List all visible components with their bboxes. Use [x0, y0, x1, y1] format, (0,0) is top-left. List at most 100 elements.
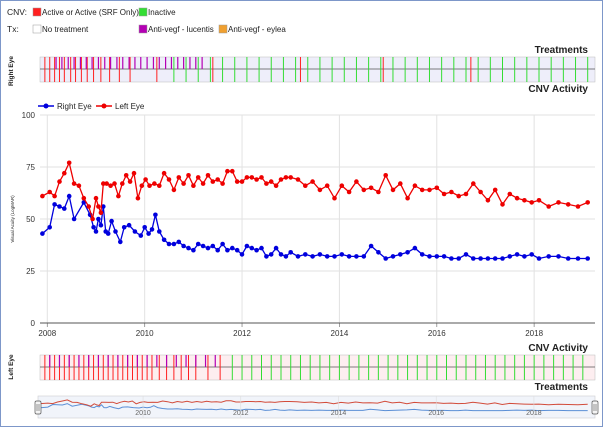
right-eye-data-point[interactable] — [449, 256, 454, 261]
left-eye-data-point[interactable] — [546, 204, 551, 209]
right-eye-data-point[interactable] — [91, 225, 96, 230]
right-eye-data-point[interactable] — [427, 254, 432, 259]
left-eye-data-point[interactable] — [225, 168, 230, 174]
right-eye-data-point[interactable] — [259, 245, 264, 251]
right-eye-data-point[interactable] — [249, 245, 255, 251]
right-eye-data-point[interactable] — [288, 250, 294, 255]
right-eye-data-point[interactable] — [109, 218, 114, 224]
right-eye-data-point[interactable] — [471, 256, 476, 261]
right-eye-data-point[interactable] — [146, 231, 151, 236]
right-eye-data-point[interactable] — [361, 254, 367, 259]
right-eye-data-point[interactable] — [132, 229, 138, 234]
left-eye-data-point[interactable] — [220, 181, 225, 186]
right-eye-data-point[interactable] — [47, 225, 52, 230]
left-eye-data-point[interactable] — [383, 173, 389, 178]
left-eye-data-point[interactable] — [303, 183, 308, 188]
left-eye-data-point[interactable] — [456, 193, 462, 199]
right-eye-data-point[interactable] — [171, 241, 177, 247]
left-eye-data-point[interactable] — [93, 195, 99, 201]
right-eye-data-point[interactable] — [585, 256, 590, 261]
right-eye-data-point[interactable] — [339, 252, 345, 257]
right-eye-data-point[interactable] — [434, 254, 440, 259]
left-eye-data-point[interactable] — [249, 175, 255, 180]
left-eye-data-point[interactable] — [157, 183, 162, 188]
right-eye-data-point[interactable] — [126, 222, 132, 228]
right-eye-data-point[interactable] — [98, 222, 104, 228]
left-eye-legend-label[interactable]: Left Eye — [115, 102, 145, 111]
left-eye-data-point[interactable] — [310, 179, 315, 184]
left-eye-data-point[interactable] — [565, 202, 571, 207]
right-eye-data-point[interactable] — [181, 243, 186, 249]
right-eye-data-point[interactable] — [514, 252, 520, 257]
left-eye-data-point[interactable] — [191, 183, 196, 188]
left-eye-data-point[interactable] — [585, 200, 590, 205]
left-eye-data-point[interactable] — [441, 191, 447, 197]
right-eye-data-point[interactable] — [138, 233, 144, 238]
left-eye-data-point[interactable] — [492, 187, 498, 193]
right-eye-data-point[interactable] — [176, 239, 182, 245]
left-eye-data-point[interactable] — [283, 175, 289, 180]
right-eye-data-point[interactable] — [239, 252, 245, 257]
left-eye-data-point[interactable] — [278, 177, 284, 182]
left-eye-data-point[interactable] — [288, 175, 294, 180]
left-eye-data-point[interactable] — [234, 179, 240, 184]
left-eye-data-point[interactable] — [200, 181, 206, 186]
right-eye-data-point[interactable] — [153, 212, 158, 218]
right-eye-data-point[interactable] — [230, 245, 235, 251]
right-eye-data-point[interactable] — [303, 252, 308, 257]
right-eye-data-point[interactable] — [149, 227, 155, 232]
left-eye-data-point[interactable] — [230, 168, 235, 174]
right-eye-data-point[interactable] — [500, 256, 505, 261]
right-eye-data-point[interactable] — [456, 256, 462, 261]
right-eye-data-point[interactable] — [478, 256, 483, 261]
left-eye-data-point[interactable] — [339, 183, 345, 188]
right-eye-data-point[interactable] — [565, 256, 571, 261]
right-eye-data-point[interactable] — [195, 241, 201, 247]
left-eye-data-point[interactable] — [244, 175, 250, 180]
left-eye-data-point[interactable] — [507, 191, 513, 197]
left-eye-data-point[interactable] — [259, 175, 264, 180]
left-eye-data-point[interactable] — [120, 181, 125, 186]
left-eye-data-point[interactable] — [295, 177, 301, 182]
left-eye-data-point[interactable] — [412, 183, 418, 188]
right-eye-data-point[interactable] — [71, 216, 77, 222]
left-eye-data-point[interactable] — [368, 185, 374, 191]
left-eye-data-point[interactable] — [66, 160, 72, 166]
right-eye-data-point[interactable] — [383, 256, 389, 261]
left-eye-data-point[interactable] — [215, 177, 220, 182]
left-eye-data-point[interactable] — [90, 216, 95, 222]
left-eye-data-point[interactable] — [195, 175, 201, 180]
left-eye-data-point[interactable] — [152, 181, 157, 186]
right-eye-data-point[interactable] — [118, 239, 123, 245]
right-eye-data-point[interactable] — [166, 241, 172, 247]
right-eye-data-point[interactable] — [142, 225, 147, 230]
left-eye-data-point[interactable] — [575, 204, 581, 209]
right-eye-data-point[interactable] — [220, 241, 225, 247]
right-eye-data-point[interactable] — [463, 252, 469, 257]
right-eye-data-point[interactable] — [354, 254, 359, 259]
right-eye-data-point[interactable] — [96, 216, 101, 222]
left-eye-data-point[interactable] — [98, 210, 104, 216]
left-eye-data-point[interactable] — [390, 187, 396, 193]
left-eye-data-point[interactable] — [62, 170, 67, 176]
left-eye-data-point[interactable] — [405, 195, 410, 201]
right-eye-data-point[interactable] — [390, 254, 396, 259]
left-eye-data-point[interactable] — [96, 204, 101, 209]
right-eye-data-point[interactable] — [324, 254, 330, 259]
left-eye-data-point[interactable] — [522, 198, 527, 203]
left-eye-data-point[interactable] — [81, 195, 87, 201]
left-eye-data-point[interactable] — [166, 177, 172, 182]
left-eye-data-point[interactable] — [52, 193, 57, 199]
right-eye-data-point[interactable] — [507, 254, 513, 259]
left-eye-data-point[interactable] — [40, 193, 45, 199]
left-eye-data-point[interactable] — [101, 181, 106, 186]
left-eye-data-point[interactable] — [361, 187, 367, 193]
right-eye-data-point[interactable] — [412, 245, 418, 251]
left-eye-data-point[interactable] — [324, 183, 330, 188]
left-eye-data-point[interactable] — [181, 181, 186, 186]
left-eye-data-point[interactable] — [139, 183, 145, 188]
left-eye-data-point[interactable] — [471, 181, 476, 186]
left-eye-data-point[interactable] — [556, 200, 561, 205]
left-eye-data-point[interactable] — [332, 195, 337, 201]
left-eye-data-point[interactable] — [127, 179, 133, 184]
